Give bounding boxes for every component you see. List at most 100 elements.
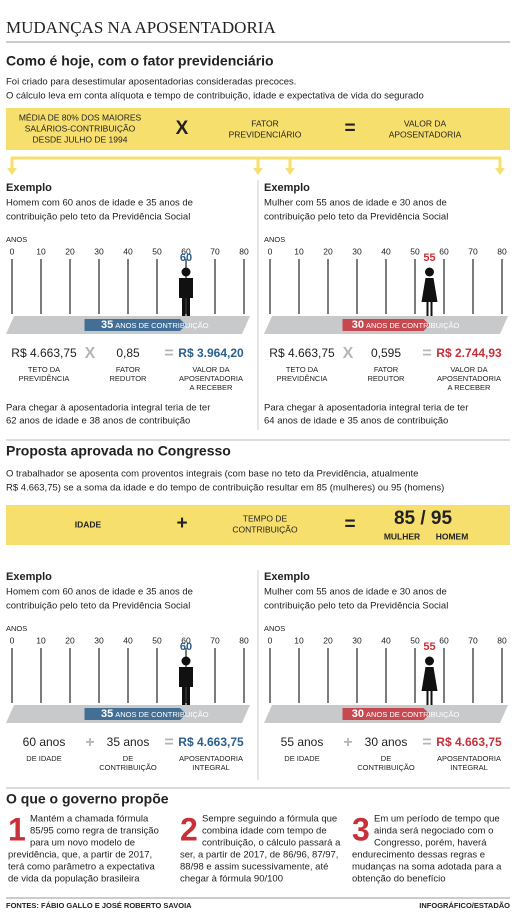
age-marker: 55 <box>423 641 435 653</box>
ruler-tick-label: 30 <box>94 635 104 645</box>
result-value: R$ 4.663,75 <box>11 346 77 360</box>
ruler-tick-label: 80 <box>497 246 507 256</box>
age-marker: 55 <box>423 252 435 264</box>
ruler-tick-label: 80 <box>497 635 507 645</box>
age-marker: 60 <box>180 641 192 653</box>
result-caption: APOSENTADORIA <box>179 754 243 763</box>
text: HOMEM <box>436 531 469 541</box>
formula-term: DESDE JULHO DE 1994 <box>33 134 128 144</box>
intro: O cálculo leva em conta alíquota e tempo… <box>6 91 424 102</box>
formula-term: SALÁRIOS-CONTRIBUIÇÃO <box>25 123 136 133</box>
contribution-arrow <box>84 319 186 331</box>
ruler-tick-label: 30 <box>352 635 362 645</box>
item-text: para um novo modelo de <box>30 838 135 849</box>
text: 85 / 95 <box>394 508 453 529</box>
ruler-tick-label: 60 <box>181 246 191 256</box>
contribution-label: ANOS DE CONTRIBUIÇÃO <box>366 710 460 719</box>
ruler-tick-label: 10 <box>294 635 304 645</box>
ruler-tick-label: 20 <box>65 635 75 645</box>
ruler-tick-label: 60 <box>439 635 449 645</box>
item-text: Congresso, porém, haverá <box>374 838 487 849</box>
item-text: Em um período de tempo que <box>374 814 500 825</box>
item-text: combina idade com tempo de <box>202 826 327 837</box>
result-caption: DE <box>123 754 133 763</box>
ruler-tick-label: 30 <box>352 246 362 256</box>
result-caption: A RECEBER <box>190 383 234 392</box>
ruler-tick-label: 70 <box>210 246 220 256</box>
contribution-label: ANOS DE CONTRIBUIÇÃO <box>115 321 209 330</box>
example-label: Exemplo <box>264 571 310 583</box>
text: X <box>343 345 354 362</box>
example-label: Exemplo <box>264 182 310 194</box>
example-note: 64 anos de idade e 35 anos de contribuiç… <box>264 416 448 427</box>
result-caption: FATOR <box>116 365 141 374</box>
contribution-arrow <box>342 319 430 331</box>
item-text: de vida da população brasileira <box>8 874 140 885</box>
item-text: endurecimento dessas regras e <box>352 850 485 861</box>
text: ANOS <box>264 235 285 244</box>
text: X <box>85 345 96 362</box>
formula-term: VALOR DA <box>404 118 447 128</box>
ruler-tick-label: 0 <box>10 635 15 645</box>
section-title: O que o governo propõe <box>6 791 169 807</box>
text: = <box>164 345 173 362</box>
text: X <box>176 118 189 139</box>
result-caption: FATOR <box>374 365 399 374</box>
item-text: terá como parâmetro a expectativa <box>8 862 156 873</box>
result-caption: APOSENTADORIA <box>437 374 501 383</box>
ruler-tick-label: 20 <box>323 246 333 256</box>
item-number: 3 <box>352 811 370 847</box>
contribution-years: 30 <box>352 708 364 720</box>
item-text: obtenção do benefício <box>352 874 446 885</box>
result-value: R$ 2.744,93 <box>436 346 502 360</box>
intro: Foi criado para desestimular aposentador… <box>6 77 296 88</box>
result-caption: INTEGRAL <box>450 763 488 772</box>
result-value: R$ 3.964,20 <box>178 346 244 360</box>
result-caption: PREVIDÊNCIA <box>19 374 70 383</box>
item-text: previdência, que, a partir de 2017, <box>8 850 152 861</box>
contribution-years: 35 <box>101 708 113 720</box>
figure-body <box>179 667 193 705</box>
example-description: contribuição pelo teto da Previdência So… <box>264 601 448 612</box>
result-caption: A RECEBER <box>448 383 492 392</box>
intro: R$ 4.663,75) se a soma da idade e do tem… <box>6 483 444 494</box>
example-note: Para chegar à aposentadoria integral ter… <box>6 403 210 414</box>
item-text: Mantém a chamada fórmula <box>30 814 149 825</box>
result-caption: REDUTOR <box>110 374 148 383</box>
ruler-tick-label: 80 <box>239 246 249 256</box>
ruler-tick-label: 50 <box>410 635 420 645</box>
ruler-tick-label: 20 <box>323 635 333 645</box>
example-description: contribuição pelo teto da Previdência So… <box>6 212 190 223</box>
result-caption: TETO DA <box>28 365 60 374</box>
ruler-tick-label: 0 <box>268 246 273 256</box>
text: = <box>422 345 431 362</box>
contribution-arrow <box>84 708 186 720</box>
ruler-tick-label: 40 <box>123 635 133 645</box>
example-label: Exemplo <box>6 182 52 194</box>
ruler-tick-label: 0 <box>10 246 15 256</box>
item-text: 85/95 como regra de transição <box>30 826 159 837</box>
contribution-years: 35 <box>101 319 113 331</box>
item-text: mudanças na soma adotada para a <box>352 862 502 873</box>
text: = <box>344 118 355 139</box>
result-caption: APOSENTADORIA <box>179 374 243 383</box>
result-value: 60 anos <box>23 735 66 749</box>
result-value: 0,85 <box>116 346 140 360</box>
result-caption: DE <box>381 754 391 763</box>
contribution-label: ANOS DE CONTRIBUIÇÃO <box>366 321 460 330</box>
result-value: 30 anos <box>365 735 408 749</box>
ruler-tick-label: 70 <box>468 635 478 645</box>
example-description: Homem com 60 anos de idade e 35 anos de <box>6 587 193 598</box>
ruler-tick-label: 70 <box>210 635 220 645</box>
text: IDADE <box>75 519 102 529</box>
example-description: Mulher com 55 anos de idade e 30 anos de <box>264 587 447 598</box>
item-text: 88/98 e assim sucessivamente, até <box>180 862 328 873</box>
result-value: 0,595 <box>371 346 401 360</box>
formula-box <box>6 108 510 150</box>
result-value: R$ 4.663,75 <box>436 735 502 749</box>
result-caption: PREVIDÊNCIA <box>277 374 328 383</box>
person-figure <box>179 267 193 316</box>
result-caption: INTEGRAL <box>192 763 230 772</box>
ruler-tick-label: 50 <box>152 246 162 256</box>
ruler-tick-label: 10 <box>36 246 46 256</box>
